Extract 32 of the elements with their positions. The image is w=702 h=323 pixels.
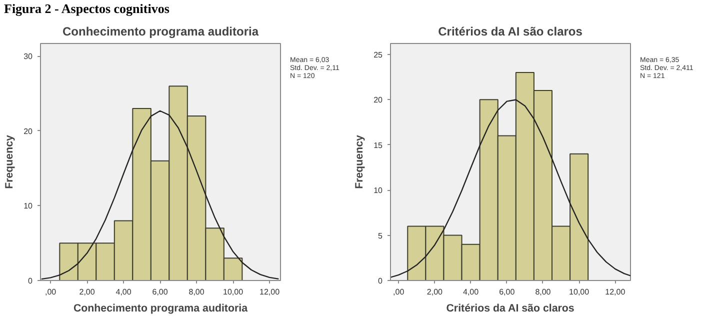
x-axis-title: Critérios da AI são claros bbox=[446, 302, 574, 314]
y-tick-label: 10 bbox=[24, 202, 34, 211]
y-tick-label: 25 bbox=[374, 50, 384, 60]
x-tick-label: 12,00 bbox=[260, 288, 280, 296]
y-axis-title: Frequency bbox=[354, 134, 366, 189]
x-tick-label: 6,00 bbox=[499, 288, 516, 296]
y-tick-label: 10 bbox=[374, 186, 384, 196]
line-series bbox=[390, 99, 630, 278]
text: Figura 2 - Aspectos cognitivos bbox=[4, 1, 170, 16]
y-tick-label: 5 bbox=[378, 231, 384, 240]
chart-title: Critérios da AI são claros bbox=[438, 24, 583, 38]
x-tick-label: 10,00 bbox=[569, 288, 590, 296]
x-tick-label: 8,00 bbox=[188, 288, 205, 296]
x-tick-label: 2,00 bbox=[79, 288, 96, 296]
x-tick-label: 4,00 bbox=[116, 288, 132, 296]
x-tick-label: 10,00 bbox=[223, 288, 244, 296]
x-tick-label: 12,00 bbox=[605, 288, 626, 296]
y-tick-label: 20 bbox=[24, 126, 34, 136]
y-tick-label: 15 bbox=[374, 140, 384, 150]
y-tick-label: 0 bbox=[378, 276, 384, 286]
x-tick-label: ,00 bbox=[44, 288, 57, 296]
x-tick-label: ,00 bbox=[393, 288, 405, 296]
x-tick-label: 6,00 bbox=[152, 288, 168, 296]
x-tick-label: 8,00 bbox=[535, 288, 552, 296]
y-axis-title: Frequency bbox=[4, 134, 16, 189]
y-tick-label: 0 bbox=[28, 276, 34, 286]
x-tick-label: 2,00 bbox=[426, 288, 444, 296]
y-tick-label: 20 bbox=[374, 96, 384, 105]
chart-title: Conhecimento programa auditoria bbox=[62, 24, 259, 38]
y-tick-label: 30 bbox=[24, 52, 34, 62]
x-tick-label: 4,00 bbox=[463, 288, 480, 296]
x-axis-title: Conhecimento programa auditoria bbox=[73, 302, 248, 314]
